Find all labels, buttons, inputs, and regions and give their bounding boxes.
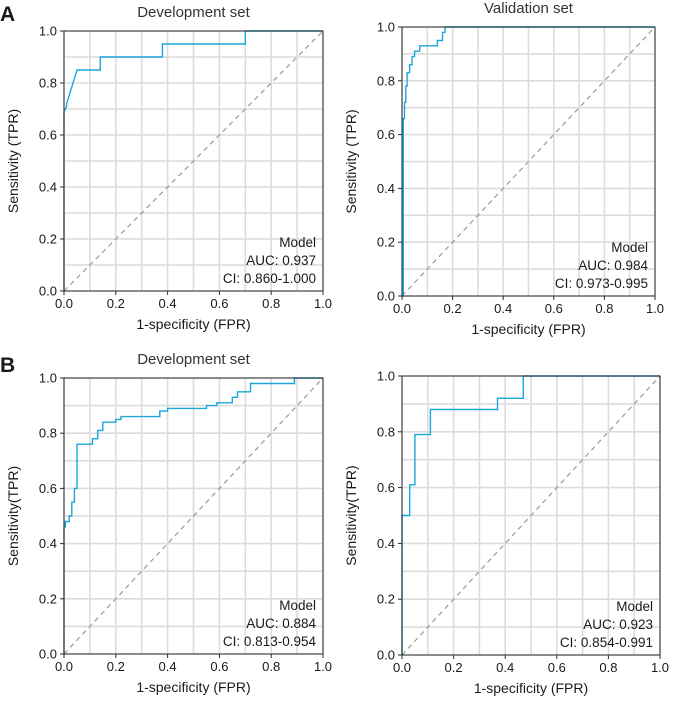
charts-container: 0.0 0.2 0.4 0.6 0.8 1.0 0.0 0.2 0.4 0.6 0.8 1.0 Deve… — [5, 0, 669, 696]
reference-diagonal — [401, 375, 661, 656]
panel-letter-b: B — [0, 354, 15, 377]
y-tick-label: 0.0 — [39, 284, 57, 299]
x-tick-label: 0.6 — [545, 301, 563, 316]
chart-title: Development set — [137, 4, 250, 21]
x-axis-label: 1-specificity (FPR) — [471, 321, 585, 337]
y-tick-label: 0.2 — [377, 235, 395, 250]
legend-title: Model — [616, 599, 653, 614]
x-axis-label: 1-specificity (FPR) — [136, 316, 250, 332]
y-axis-label: Sensitivity(TPR) — [343, 465, 359, 565]
plot-frame — [401, 26, 656, 297]
x-tick-label: 0.2 — [107, 659, 125, 674]
y-tick-label: 0.2 — [39, 591, 57, 606]
y-tick-label: 0.0 — [377, 289, 395, 304]
y-tick-label: 0.6 — [39, 481, 57, 496]
x-tick-label: 0.8 — [262, 659, 280, 674]
y-tick-label: 0.6 — [377, 127, 395, 142]
roc-curve — [63, 30, 323, 291]
y-tick-label: 0.0 — [377, 648, 395, 663]
legend-auc: AUC: 0.984 — [578, 258, 648, 273]
roc-curve — [402, 26, 655, 297]
roc-chart-1: 0.0 0.2 0.4 0.6 0.8 1.0 0.0 0.2 0.4 0.6 0.8 1.0 Deve… — [5, 4, 332, 332]
y-tick-label: 0.0 — [39, 647, 57, 662]
legend-ci: CI: 0.973-0.995 — [555, 276, 648, 291]
roc-curve — [401, 375, 660, 655]
x-tick-label: 0.0 — [393, 301, 411, 316]
legend-title: Model — [279, 235, 316, 250]
y-tick-label: 1.0 — [39, 371, 57, 386]
y-axis-label: Sensitivity(TPR) — [5, 466, 21, 566]
x-tick-label: 0.6 — [210, 659, 228, 674]
x-tick-label: 1.0 — [646, 301, 664, 316]
x-tick-label: 0.4 — [159, 659, 177, 674]
x-tick-label: 1.0 — [651, 660, 669, 675]
y-tick-label: 0.8 — [39, 76, 57, 91]
roc-chart-4: 0.0 0.2 0.4 0.6 0.8 1.0 0.0 0.2 0.4 0.6 0.8 1.0 1-sp… — [343, 369, 669, 697]
x-axis-label: 1-specificity (FPR) — [474, 680, 588, 696]
plot-frame — [63, 377, 324, 655]
x-tick-label: 0.4 — [496, 660, 514, 675]
x-tick-label: 1.0 — [314, 659, 332, 674]
y-tick-label: 0.8 — [39, 426, 57, 441]
chart-title: Development set — [137, 351, 250, 368]
x-tick-label: 0.4 — [159, 296, 177, 311]
chart-title: Validation set — [484, 0, 574, 17]
legend-title: Model — [279, 598, 316, 613]
y-axis-label: Sensitivity (TPR) — [5, 109, 21, 213]
plot-frame — [63, 30, 324, 292]
y-tick-label: 1.0 — [39, 24, 57, 39]
x-tick-label: 0.6 — [210, 296, 228, 311]
legend-title: Model — [611, 240, 648, 255]
y-tick-label: 1.0 — [377, 369, 395, 384]
x-tick-label: 0.2 — [444, 301, 462, 316]
x-tick-label: 0.6 — [548, 660, 566, 675]
x-tick-label: 0.8 — [262, 296, 280, 311]
legend-auc: AUC: 0.884 — [246, 616, 316, 631]
x-tick-label: 0.0 — [393, 660, 411, 675]
y-tick-label: 0.6 — [377, 480, 395, 495]
x-tick-label: 0.2 — [107, 296, 125, 311]
roc-curve — [63, 377, 323, 654]
reference-diagonal — [63, 377, 324, 655]
x-tick-label: 0.8 — [599, 660, 617, 675]
y-axis-label: Sensitivity (TPR) — [343, 109, 359, 213]
x-tick-label: 1.0 — [314, 296, 332, 311]
x-axis-label: 1-specificity (FPR) — [136, 679, 250, 695]
plot-frame — [401, 375, 661, 656]
roc-chart-2: 0.0 0.2 0.4 0.6 0.8 1.0 0.0 0.2 0.4 0.6 0.8 1.0 Vali… — [343, 0, 664, 337]
x-tick-label: 0.2 — [445, 660, 463, 675]
x-tick-label: 0.0 — [55, 296, 73, 311]
y-tick-label: 0.8 — [377, 73, 395, 88]
y-tick-label: 0.4 — [377, 536, 395, 551]
legend-ci: CI: 0.813-0.954 — [223, 634, 317, 649]
y-tick-label: 0.2 — [377, 592, 395, 607]
legend-ci: CI: 0.854-0.991 — [560, 635, 653, 650]
x-tick-label: 0.4 — [494, 301, 512, 316]
y-tick-label: 0.6 — [39, 128, 57, 143]
y-tick-label: 0.2 — [39, 232, 57, 247]
y-tick-label: 0.8 — [377, 424, 395, 439]
reference-diagonal — [63, 30, 324, 292]
y-tick-label: 0.4 — [39, 180, 57, 195]
legend-auc: AUC: 0.923 — [583, 617, 653, 632]
roc-chart-3: 0.0 0.2 0.4 0.6 0.8 1.0 0.0 0.2 0.4 0.6 0.8 1.0 Deve… — [5, 351, 332, 695]
x-tick-label: 0.8 — [595, 301, 613, 316]
y-tick-label: 1.0 — [377, 20, 395, 35]
panel-letter-a: A — [0, 3, 15, 26]
reference-diagonal — [401, 26, 656, 297]
y-tick-label: 0.4 — [39, 536, 57, 551]
x-tick-label: 0.0 — [55, 659, 73, 674]
legend-ci: CI: 0.860-1.000 — [223, 271, 316, 286]
y-tick-label: 0.4 — [377, 181, 395, 196]
legend-auc: AUC: 0.937 — [246, 253, 316, 268]
